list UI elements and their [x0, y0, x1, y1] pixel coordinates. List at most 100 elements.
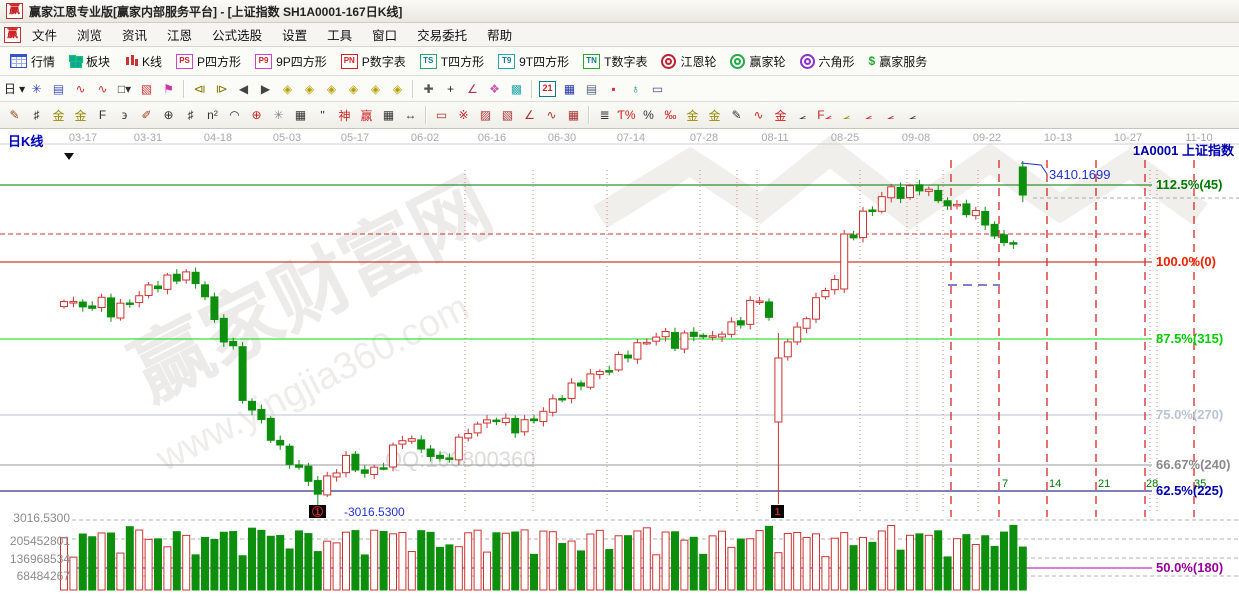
p-square-button[interactable]: PS P四方形: [170, 50, 247, 73]
first-bar-button[interactable]: ⧏: [193, 81, 206, 96]
four-angle-tool[interactable]: ⦟: [908, 107, 917, 122]
arc-tool[interactable]: ◠: [229, 108, 240, 122]
trend-flag-icon[interactable]: ⚑: [163, 81, 174, 96]
wave-tool[interactable]: ∿: [546, 108, 557, 122]
matrix-tool[interactable]: ▦: [294, 108, 307, 122]
t-digit-table-button[interactable]: TN T数字表: [577, 50, 653, 73]
mindmap-tool-button[interactable]: ▩: [510, 81, 523, 96]
calendar-button[interactable]: 21: [537, 79, 558, 99]
menu-item-1[interactable]: 浏览: [77, 29, 103, 43]
candle-body: [746, 299, 755, 325]
angle-ruler-button[interactable]: ∠: [467, 81, 478, 96]
diamond-right-button[interactable]: ◈: [304, 81, 315, 96]
menu-item-7[interactable]: 窗口: [372, 29, 398, 43]
pencil-tool[interactable]: ✎: [9, 108, 20, 122]
menu-item-9[interactable]: 帮助: [487, 29, 513, 43]
date-tick-label: 08-11: [761, 132, 788, 144]
shade-box-tool[interactable]: ▨: [479, 108, 492, 122]
nine-p-square-button[interactable]: P9 9P四方形: [249, 50, 333, 73]
notepad-button[interactable]: ▤: [585, 81, 598, 96]
nine-t-square-button[interactable]: T9 9T四方形: [492, 50, 575, 73]
price-scale-tool[interactable]: ≣: [599, 108, 610, 122]
pen-mark-tool[interactable]: ✎: [731, 108, 742, 122]
diamond-grid-button[interactable]: ◈: [392, 81, 403, 96]
candle-body: [577, 382, 585, 387]
percent-t-tool[interactable]: Ƭ%: [617, 108, 636, 122]
crosshair-tool-button[interactable]: +: [446, 81, 454, 96]
save-button[interactable]: ▪: [611, 81, 616, 96]
calculator-button[interactable]: ▦: [563, 81, 576, 96]
hexagon-button[interactable]: 六角形: [794, 50, 861, 73]
hand-tool-button[interactable]: ✚: [423, 81, 434, 96]
gold-slope-tool[interactable]: ⦟: [842, 107, 851, 122]
sectors-button[interactable]: 板块: [63, 50, 116, 73]
bar-mark-tool[interactable]: ʹʹ: [320, 108, 325, 122]
hash-grid-tool[interactable]: ♯: [33, 108, 40, 122]
remote-pc-button[interactable]: ▭: [651, 81, 664, 96]
kline-chart-canvas[interactable]: 赢家财富网www.yingjia360.comQQ:10080036003-17…: [0, 129, 1239, 591]
last-bar-button[interactable]: ⧐: [215, 81, 228, 96]
percent-tool[interactable]: %: [643, 108, 654, 122]
gold-line-tool[interactable]: 金: [708, 108, 721, 123]
starburst-tool[interactable]: ✳: [273, 108, 284, 122]
detail-list-icon[interactable]: ▤: [52, 81, 65, 96]
menu-item-4[interactable]: 公式选股: [212, 29, 263, 43]
spiral-tool[interactable]: ϶: [121, 108, 128, 122]
prev-bar-button[interactable]: ◀: [238, 81, 249, 96]
volume-bar: [154, 538, 162, 591]
j-angle-tool[interactable]: ⦟: [798, 107, 807, 122]
mini-kline9-icon[interactable]: ∿: [97, 81, 108, 96]
ray-fan-tool[interactable]: ※: [458, 108, 469, 122]
table-grid-tool[interactable]: ▦: [567, 108, 580, 122]
channel-wave-tool[interactable]: ∿: [753, 108, 764, 122]
gann-target-tool[interactable]: ⊕: [251, 108, 262, 122]
gold-square-tool[interactable]: 金: [52, 108, 65, 123]
chart-panel[interactable]: 赢家财富网www.yingjia360.comQQ:10080036003-17…: [0, 129, 1239, 591]
kline-button[interactable]: K线: [118, 50, 168, 73]
n2-tool[interactable]: n²: [207, 108, 218, 122]
box-select-tool[interactable]: ▭: [435, 108, 448, 122]
mini-kline3-icon[interactable]: ∿: [75, 81, 86, 96]
winner-wheel-button[interactable]: 赢家轮: [724, 50, 791, 73]
single-candle-dropdown[interactable]: □▾: [117, 81, 132, 96]
kline-style-dropdown[interactable]: 日 ▾: [3, 82, 26, 96]
gann-knot-icon[interactable]: ✳: [31, 81, 42, 96]
stamp-tool-button[interactable]: ❖: [489, 81, 500, 96]
win-angle-tool[interactable]: ⦟: [886, 107, 895, 122]
p-digit-table-button[interactable]: PN P数字表: [335, 50, 412, 73]
brush-tool[interactable]: ✐: [141, 108, 152, 122]
speed-line-tool[interactable]: ⦟: [864, 107, 873, 122]
gann-wheel-button[interactable]: 江恩轮: [655, 50, 722, 73]
network-button[interactable]: ♁: [631, 81, 640, 96]
dense-hash-tool[interactable]: ♯: [187, 108, 194, 122]
diamond-shrink-button[interactable]: ◈: [348, 81, 359, 96]
quotes-button[interactable]: 行情: [4, 50, 61, 73]
menu-item-0[interactable]: 文件: [32, 29, 58, 43]
target-circle-tool[interactable]: ⊕: [163, 108, 174, 122]
menu-item-8[interactable]: 交易委托: [417, 29, 468, 43]
f-angle-tool[interactable]: F⦟: [817, 107, 832, 122]
fibonacci-tool[interactable]: F: [98, 108, 107, 122]
win-grid-tool[interactable]: 赢: [360, 108, 373, 123]
winner-service-button[interactable]: $ 赢家服务: [863, 50, 934, 73]
t-square-button[interactable]: TS T四方形: [414, 50, 490, 73]
percent-line-tool[interactable]: ‰: [664, 108, 677, 122]
god-grid-tool[interactable]: 神: [338, 108, 351, 123]
dense-grid-tool[interactable]: ▦: [382, 108, 395, 122]
diamond-center-button[interactable]: ◈: [370, 81, 381, 96]
angle-line-tool[interactable]: ∠: [524, 108, 535, 122]
volume-bar: [116, 552, 125, 591]
gold-circle-tool[interactable]: 金: [686, 108, 699, 123]
hatch-box-tool[interactable]: ▧: [501, 108, 514, 122]
menu-item-3[interactable]: 江恩: [167, 29, 193, 43]
diamond-expand-button[interactable]: ◈: [326, 81, 337, 96]
width-measure-tool[interactable]: ↔: [404, 108, 417, 122]
next-bar-button[interactable]: ▶: [260, 81, 271, 96]
menu-item-2[interactable]: 资讯: [122, 29, 148, 43]
menu-item-6[interactable]: 工具: [327, 29, 353, 43]
gold-bar-tool[interactable]: 金: [774, 108, 787, 123]
gold-square2-tool[interactable]: 金: [74, 108, 87, 123]
kline-frame-icon[interactable]: ▧: [140, 81, 153, 96]
menu-item-5[interactable]: 设置: [282, 29, 308, 43]
diamond-left-button[interactable]: ◈: [282, 81, 293, 96]
